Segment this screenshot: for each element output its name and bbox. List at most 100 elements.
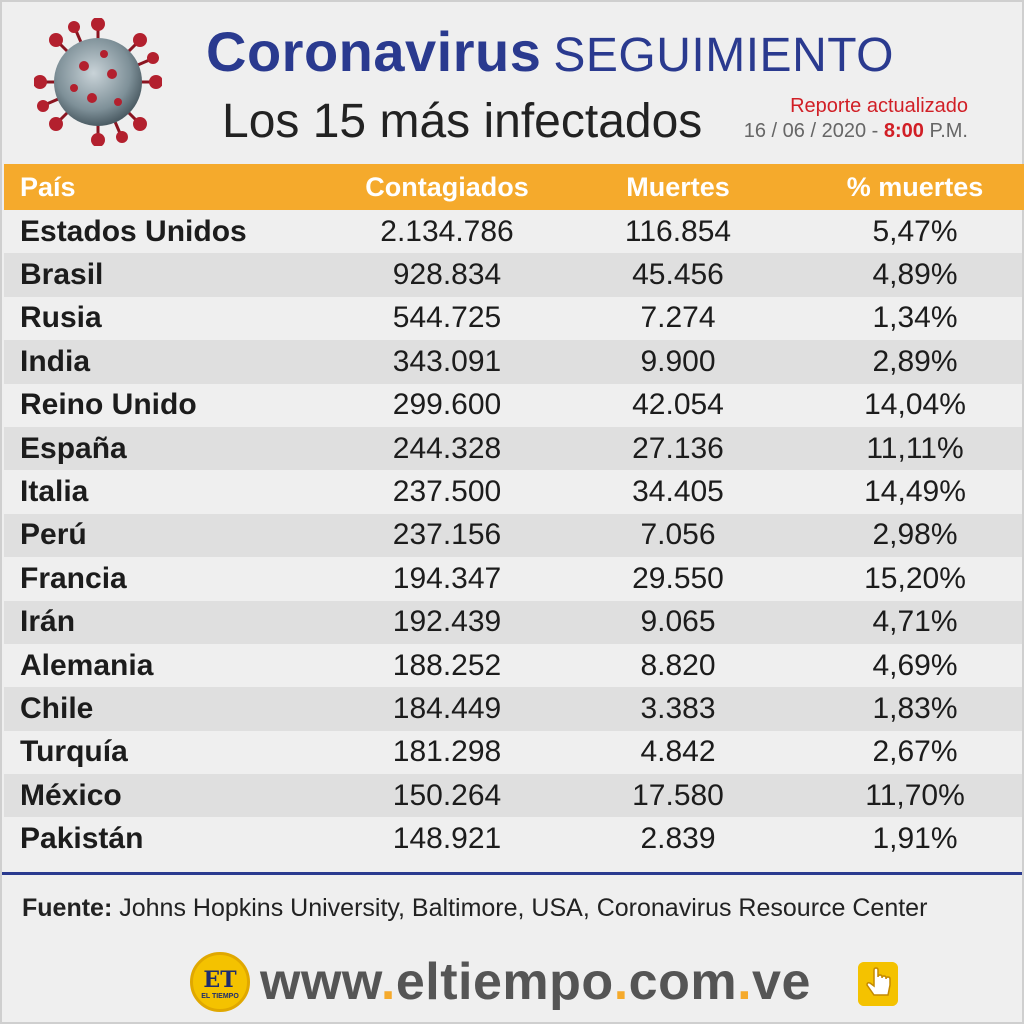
page-title: Coronavirus SEGUIMIENTO <box>206 24 894 80</box>
table-body: Estados Unidos 2.134.786 116.854 5,47% Brasi… <box>4 210 1024 861</box>
cell-death-rate: 2,89% <box>872 344 958 378</box>
cell-country: Brasil <box>20 258 104 292</box>
cell-deaths: 42.054 <box>632 388 724 422</box>
table-row: Estados Unidos 2.134.786 116.854 5,47% <box>4 210 1024 253</box>
cell-deaths: 17.580 <box>632 778 724 812</box>
cell-country: India <box>20 344 91 378</box>
pointer-hand-icon <box>858 962 898 1006</box>
report-label: Reporte actualizado <box>790 95 968 117</box>
table-row: Pakistán 148.921 2.839 1,91% <box>4 817 1024 860</box>
table-row: Reino Unido 299.600 42.054 14,04% <box>4 384 1024 427</box>
cell-cases: 2.134.786 <box>380 214 514 248</box>
cell-country: Irán <box>20 605 76 639</box>
cell-country: Rusia <box>20 301 102 335</box>
url-dot: . <box>613 953 629 1011</box>
cell-country: Perú <box>20 518 87 552</box>
title-secondary: SEGUIMIENTO <box>553 29 895 82</box>
url-dot: . <box>737 953 753 1011</box>
table-row: Alemania 188.252 8.820 4,69% <box>4 644 1024 687</box>
cell-death-rate: 1,83% <box>872 691 958 725</box>
cell-country: Reino Unido <box>20 388 197 422</box>
table-row: Irán 192.439 9.065 4,71% <box>4 600 1024 644</box>
url-www: www <box>260 953 381 1011</box>
table-row: Turquía 181.298 4.842 2,67% <box>4 731 1024 774</box>
url-dot: . <box>380 953 396 1011</box>
cell-death-rate: 4,71% <box>872 605 958 639</box>
table-row: España 244.328 27.136 11,11% <box>4 426 1024 471</box>
source-label: Fuente: <box>22 894 113 922</box>
cell-cases: 544.725 <box>392 301 502 335</box>
table-header: País Contagiados Muertes % muertes <box>4 164 1024 210</box>
cell-cases: 299.600 <box>392 388 502 422</box>
cell-country: Italia <box>20 475 89 509</box>
header: Coronavirus SEGUIMIENTO Los 15 más infect… <box>2 2 1022 160</box>
cell-country: Estados Unidos <box>20 214 247 248</box>
source-text: Johns Hopkins University, Baltimore, USA… <box>119 894 928 922</box>
cell-country: Alemania <box>20 648 154 682</box>
page-subtitle: Los 15 más infectados <box>222 95 703 148</box>
cell-death-rate: 4,69% <box>872 648 958 682</box>
cell-deaths: 45.456 <box>632 258 724 292</box>
cell-cases: 928.834 <box>392 258 502 292</box>
table-row: Chile 184.449 3.383 1,83% <box>4 687 1024 731</box>
cell-death-rate: 1,34% <box>872 301 958 335</box>
cell-deaths: 9.900 <box>640 344 716 378</box>
coronavirus-icon <box>34 18 162 146</box>
cell-cases: 237.156 <box>392 518 502 552</box>
report-time: 8:00 <box>883 120 924 142</box>
cell-death-rate: 5,47% <box>872 214 958 248</box>
cell-deaths: 116.854 <box>624 214 732 248</box>
title-main: Coronavirus <box>206 20 542 83</box>
cell-death-rate: 11,70% <box>865 778 965 812</box>
cell-country: Pakistán <box>20 822 144 856</box>
url-ve: ve <box>752 953 811 1011</box>
cell-death-rate: 14,04% <box>864 388 966 422</box>
data-table: País Contagiados Muertes % muertes Estad… <box>4 164 1024 861</box>
column-header-deaths: Muertes <box>626 171 730 202</box>
cell-cases: 192.439 <box>392 605 502 639</box>
cell-death-rate: 2,67% <box>872 735 958 769</box>
column-header-country: País <box>20 171 76 202</box>
table-row: India 343.091 9.900 2,89% <box>4 340 1024 384</box>
cell-cases: 343.091 <box>392 344 502 378</box>
column-header-death-rate: % muertes <box>846 171 984 202</box>
table-row: México 150.264 17.580 11,70% <box>4 774 1024 818</box>
cell-cases: 188.252 <box>392 648 502 682</box>
cell-death-rate: 15,20% <box>864 561 966 595</box>
cell-deaths: 3.383 <box>640 691 716 725</box>
cell-cases: 184.449 <box>392 691 502 725</box>
cell-country: Turquía <box>20 735 128 769</box>
cell-cases: 148.921 <box>392 822 502 856</box>
cell-deaths: 7.274 <box>640 301 716 335</box>
cell-deaths: 9.065 <box>640 605 716 639</box>
cell-cases: 244.328 <box>392 431 502 465</box>
cell-country: México <box>20 778 122 812</box>
cell-death-rate: 1,91% <box>872 822 958 856</box>
divider <box>2 872 1022 875</box>
report-date: 16 / 06 / 2020 - <box>743 120 879 142</box>
cell-deaths: 2.839 <box>640 822 716 856</box>
table-row: Perú 237.156 7.056 2,98% <box>4 513 1024 558</box>
cell-cases: 237.500 <box>392 475 502 509</box>
table-row: Italia 237.500 34.405 14,49% <box>4 470 1024 513</box>
cell-death-rate: 14,49% <box>864 475 966 509</box>
cell-cases: 181.298 <box>392 735 502 769</box>
cell-deaths: 27.136 <box>632 431 724 465</box>
cell-death-rate: 4,89% <box>872 258 958 292</box>
column-header-cases: Contagiados <box>365 171 529 202</box>
cell-deaths: 4.842 <box>640 735 716 769</box>
website-link[interactable]: www.eltiempo.com.ve <box>260 952 811 1012</box>
cell-deaths: 34.405 <box>632 475 724 509</box>
table-row: Brasil 928.834 45.456 4,89% <box>4 253 1024 297</box>
url-com: com <box>628 953 738 1011</box>
cell-country: Chile <box>20 691 94 725</box>
cell-death-rate: 2,98% <box>872 518 958 552</box>
report-date-line: 16 / 06 / 2020 - 8:00 P.M. <box>744 119 968 144</box>
table-row: Francia 194.347 29.550 15,20% <box>4 557 1024 600</box>
el-tiempo-logo[interactable]: ET EL TIEMPO <box>190 952 250 1012</box>
table-row: Rusia 544.725 7.274 1,34% <box>4 297 1024 340</box>
cell-deaths: 29.550 <box>632 561 724 595</box>
cell-deaths: 8.820 <box>640 648 716 682</box>
logo-text: ET <box>203 967 237 993</box>
